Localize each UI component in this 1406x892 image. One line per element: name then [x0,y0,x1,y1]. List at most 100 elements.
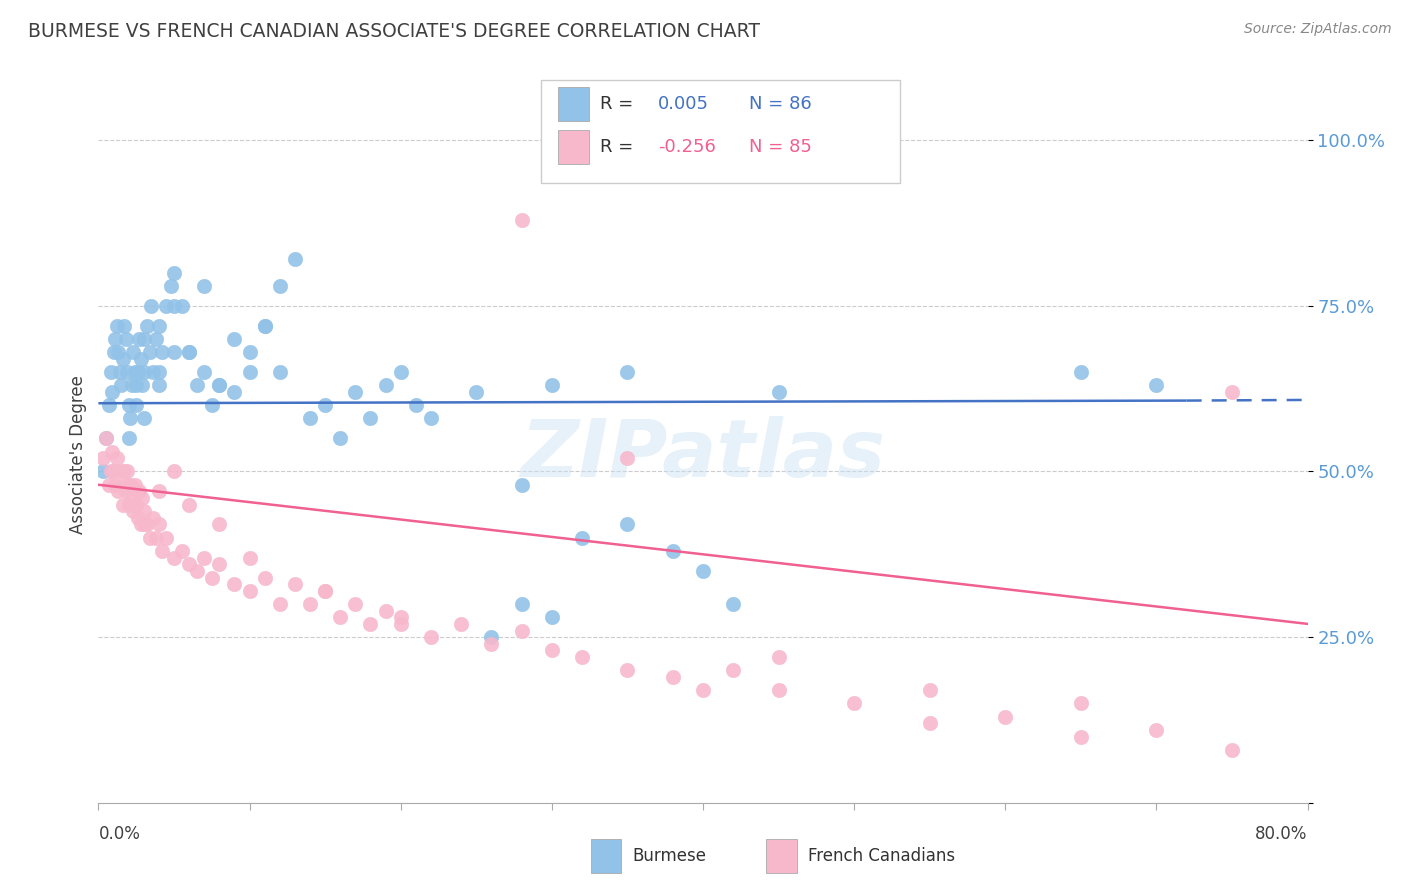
Point [314,398,336,412]
Point [299,411,322,425]
Point [177,345,201,359]
Point [155,299,177,313]
Point [124,477,146,491]
Point [661,544,683,558]
Point [1144,378,1167,392]
Text: -0.256: -0.256 [658,138,716,156]
Point [135,517,157,532]
Point [661,670,683,684]
Point [115,465,138,479]
Point [132,365,155,379]
Point [101,384,124,399]
Point [329,431,352,445]
Point [142,511,165,525]
Point [104,332,127,346]
Text: Source: ZipAtlas.com: Source: ZipAtlas.com [1244,22,1392,37]
Point [299,597,322,611]
Point [112,465,135,479]
Point [170,299,193,313]
Point [616,365,638,379]
Point [160,279,183,293]
Point [269,365,291,379]
Point [114,484,136,499]
Point [510,624,533,638]
Text: BURMESE VS FRENCH CANADIAN ASSOCIATE'S DEGREE CORRELATION CHART: BURMESE VS FRENCH CANADIAN ASSOCIATE'S D… [28,22,761,41]
Point [450,616,472,631]
Point [150,345,173,359]
Point [768,683,790,698]
Point [177,498,201,512]
Text: 0.0%: 0.0% [98,825,141,843]
Point [150,544,173,558]
Point [253,570,276,584]
Point [121,491,143,505]
Point [201,570,224,584]
Point [129,517,152,532]
Point [125,498,148,512]
Point [114,332,136,346]
Point [616,663,638,677]
Point [314,583,336,598]
Point [131,491,153,505]
Point [118,398,141,412]
Point [571,531,593,545]
Point [193,365,215,379]
Text: French Canadians: French Canadians [808,847,956,865]
Point [510,477,533,491]
Point [239,345,262,359]
Point [118,431,141,445]
Point [101,444,124,458]
Point [239,365,262,379]
Point [208,517,231,532]
Point [616,517,638,532]
Point [94,431,117,445]
Point [284,577,307,591]
Point [100,465,122,479]
Point [224,332,246,346]
Point [125,398,148,412]
Point [104,477,127,491]
Point [389,610,412,624]
Point [177,558,201,572]
Point [105,451,128,466]
Point [239,583,262,598]
Point [540,610,562,624]
Point [132,504,155,518]
Point [768,384,790,399]
Point [145,332,167,346]
Point [128,484,150,499]
Point [389,616,412,631]
Point [329,610,352,624]
Text: ZIPatlas: ZIPatlas [520,416,886,494]
Point [360,616,382,631]
Point [100,365,122,379]
Point [91,451,114,466]
Point [108,365,131,379]
Point [405,398,427,412]
Point [465,384,488,399]
Point [163,550,186,565]
Point [768,650,790,665]
Point [108,465,131,479]
Point [125,378,148,392]
Point [201,398,224,412]
Point [1070,730,1092,744]
Point [132,517,155,532]
Point [419,630,441,644]
Point [118,477,141,491]
Point [721,663,744,677]
Point [148,517,170,532]
Point [177,345,201,359]
Point [540,378,562,392]
Point [1220,384,1243,399]
Point [284,252,307,267]
Point [121,378,143,392]
Point [148,484,170,499]
Point [186,564,208,578]
Point [145,531,167,545]
Point [135,318,157,333]
Point [110,378,132,392]
Point [360,411,382,425]
Point [163,345,186,359]
Point [193,279,215,293]
